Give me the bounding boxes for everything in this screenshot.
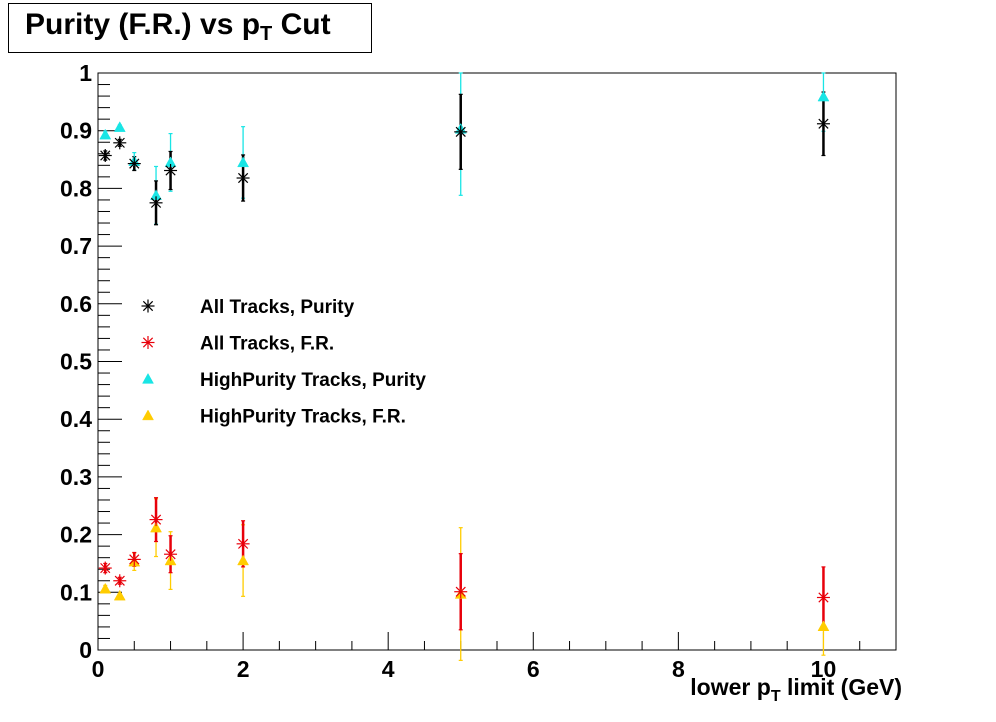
data-point — [99, 128, 112, 140]
legend-marker — [142, 409, 154, 421]
data-point — [237, 554, 250, 566]
x-axis-label: lower pT limit (GeV) — [690, 674, 902, 705]
y-tick-label: 0.2 — [60, 522, 92, 548]
x-tick-label: 8 — [672, 656, 685, 682]
y-tick-label: 0 — [79, 637, 92, 663]
legend-label: HighPurity Tracks, Purity — [200, 370, 426, 391]
y-tick-label: 0.7 — [60, 233, 92, 259]
legend-marker — [141, 299, 155, 313]
data-point — [164, 547, 178, 561]
data-point — [454, 585, 468, 599]
data-point — [454, 125, 468, 139]
y-tick-label: 0.9 — [60, 118, 92, 144]
y-tick-label: 1 — [79, 60, 92, 86]
data-point — [99, 582, 112, 594]
legend-marker — [141, 336, 155, 349]
data-point — [113, 121, 126, 132]
y-tick-label: 0.1 — [60, 579, 92, 605]
data-point — [98, 561, 112, 575]
data-point — [98, 149, 112, 163]
legend-marker — [142, 372, 154, 384]
y-tick-label: 0.8 — [60, 175, 92, 201]
y-tick-label: 0.5 — [60, 349, 92, 375]
data-point — [113, 136, 127, 150]
data-point — [236, 537, 250, 551]
data-point — [236, 171, 250, 185]
data-point — [127, 552, 141, 566]
legend-label: HighPurity Tracks, F.R. — [200, 407, 406, 428]
data-point — [164, 164, 178, 178]
x-tick-label: 4 — [382, 656, 395, 682]
chart-title: Purity (F.R.) vs pT Cut — [25, 8, 331, 45]
data-point — [150, 521, 162, 533]
chart-title-box: Purity (F.R.) vs pT Cut — [8, 3, 372, 53]
x-tick-label: 6 — [527, 656, 540, 682]
y-tick-label: 0.4 — [60, 406, 92, 432]
data-point — [113, 574, 127, 588]
data-point — [149, 196, 163, 210]
data-point — [237, 156, 250, 168]
data-point — [817, 90, 830, 102]
x-tick-label: 0 — [92, 656, 105, 682]
data-point — [817, 620, 830, 631]
x-tick-label: 10 — [811, 656, 837, 682]
data-point — [127, 157, 141, 171]
y-tick-label: 0.6 — [60, 291, 92, 317]
legend-label: All Tracks, F.R. — [200, 334, 334, 355]
y-tick-label: 0.3 — [60, 464, 92, 490]
data-point — [113, 589, 126, 601]
legend-label: All Tracks, Purity — [200, 297, 355, 318]
x-tick-label: 2 — [237, 656, 250, 682]
data-point — [816, 590, 830, 604]
data-point — [149, 513, 163, 527]
data-point — [816, 117, 830, 131]
plot-frame — [97, 72, 897, 651]
